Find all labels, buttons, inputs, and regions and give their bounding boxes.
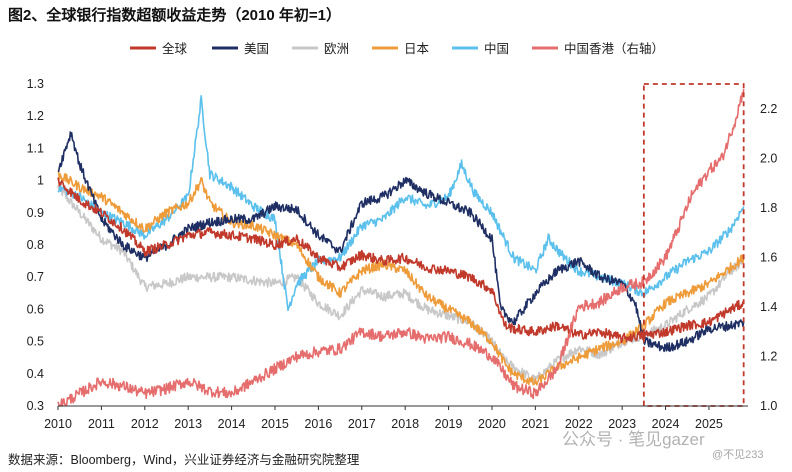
y-left-tick-label: 0.6 <box>27 302 44 316</box>
x-tick-label: 2021 <box>521 417 549 431</box>
x-tick-label: 2012 <box>131 417 159 431</box>
y-right-tick-label: 1.4 <box>760 300 777 314</box>
y-right-tick-label: 1.0 <box>760 399 777 413</box>
y-right-tick-label: 1.8 <box>760 201 777 215</box>
y-left-tick-label: 0.7 <box>27 270 44 284</box>
legend-label-1: 美国 <box>244 42 269 56</box>
x-tick-label: 2014 <box>218 417 246 431</box>
x-tick-label: 2018 <box>391 417 419 431</box>
series-line-4 <box>57 95 745 312</box>
y-left-tick-label: 1.3 <box>27 77 44 91</box>
highlight-box <box>642 83 745 407</box>
x-tick-label: 2022 <box>565 417 593 431</box>
legend-label-3: 日本 <box>404 42 430 56</box>
source-note: 数据来源：Bloomberg，Wind，兴业证券经济与金融研究院整理 <box>8 453 360 467</box>
figure-title: 图2、全球银行指数超额收益走势（2010 年初=1） <box>8 7 341 24</box>
legend-label-4: 中国 <box>484 41 509 56</box>
series-line-1 <box>57 131 745 353</box>
legend-label-2: 欧洲 <box>324 42 349 56</box>
y-left-tick-label: 0.5 <box>27 335 44 349</box>
x-tick-label: 2019 <box>435 417 463 431</box>
x-tick-label: 2010 <box>44 417 72 431</box>
series-line-0 <box>57 177 745 344</box>
x-tick-label: 2015 <box>261 417 289 431</box>
y-right-tick-label: 1.6 <box>760 250 777 264</box>
watermark-text: 公众号 · 笔见gazer <box>562 430 705 449</box>
y-left-tick-label: 1 <box>37 174 44 188</box>
y-right-tick-label: 2.2 <box>760 102 777 116</box>
series-line-3 <box>57 170 745 386</box>
x-tick-label: 2024 <box>652 417 680 431</box>
y-left-tick-label: 0.8 <box>27 238 44 252</box>
plot-area <box>57 83 745 407</box>
x-tick-label: 2023 <box>608 417 636 431</box>
y-left-tick-label: 0.3 <box>27 399 44 413</box>
x-tick-label: 2013 <box>174 417 202 431</box>
watermark-handle: @不见233 <box>712 449 764 461</box>
x-tick-label: 2016 <box>304 417 332 431</box>
y-left-tick-label: 0.9 <box>27 206 44 220</box>
series-line-5 <box>57 88 745 407</box>
legend-label-0: 全球 <box>162 41 188 56</box>
y-left-tick-label: 1.1 <box>27 141 44 155</box>
x-tick-label: 2025 <box>695 417 723 431</box>
x-tick-label: 2017 <box>348 417 376 431</box>
x-tick-label: 2020 <box>478 417 506 431</box>
chart-axes: 2010 2011 2012 2013 2014 2015 2016 2017 2018 2019… <box>27 77 778 431</box>
legend-label-5: 中国香港（右轴） <box>564 41 664 56</box>
y-right-tick-label: 2.0 <box>760 151 777 165</box>
y-left-tick-label: 0.4 <box>27 367 44 381</box>
x-tick-label: 2011 <box>88 417 115 431</box>
chart-legend: 全球 美国 欧洲 日本 中国 中国香港（右轴） <box>130 41 664 56</box>
y-right-tick-label: 1.2 <box>760 349 777 363</box>
y-left-tick-label: 1.2 <box>27 109 44 123</box>
